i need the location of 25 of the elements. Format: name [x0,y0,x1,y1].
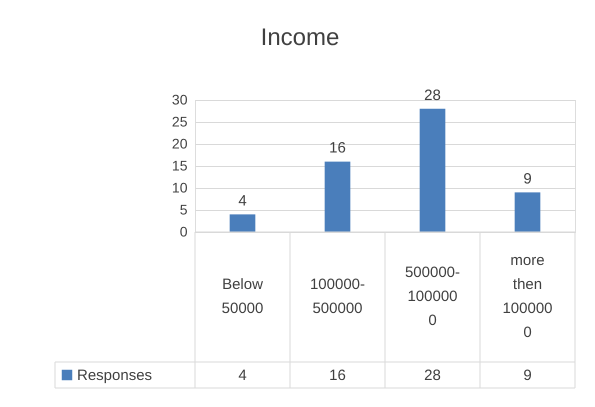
y-tick-label: 5 [180,202,188,218]
data-label: 16 [329,367,346,384]
text: 4 [238,192,247,210]
text: 28 [424,86,441,104]
y-tick-label: 15 [172,158,188,174]
y-tick-label: 25 [172,114,188,130]
legend-label: Responses [77,367,152,384]
x-tick-label: Below 50000 [222,276,264,317]
bar [514,192,540,232]
data-label: 9 [523,367,532,384]
bar [420,108,446,232]
x-tick-label: more then 1000000 [502,252,553,341]
y-tick-label: 0 [180,224,188,240]
y-tick-label: 10 [172,180,188,196]
data-label: 28 [424,367,441,384]
y-tick-label: 30 [172,92,188,108]
bar [324,162,350,232]
data-label: 4 [238,367,247,384]
y-tick-label: 20 [172,136,188,152]
text: 16 [329,140,346,157]
x-tick-label: 100000-500000 [310,276,366,317]
chart-title: Income [260,24,340,51]
bar [230,214,256,232]
x-tick-label: 500000-1000000 [404,264,460,329]
text: 9 [523,170,532,188]
